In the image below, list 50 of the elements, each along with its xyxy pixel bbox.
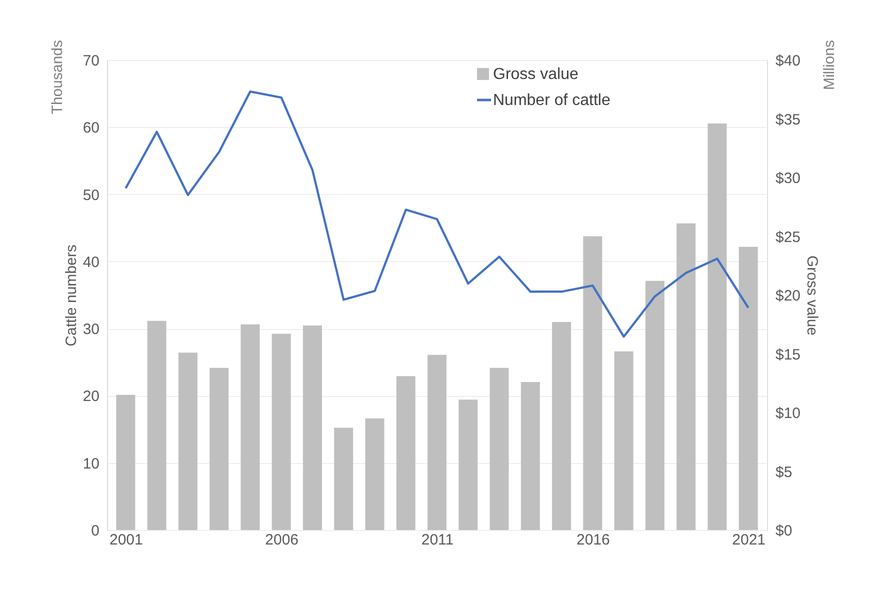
y2-tick-label: $0 [776, 522, 792, 540]
y-tick-label: 70 [82, 52, 100, 70]
y2-tick-label: $5 [776, 464, 792, 481]
y-tick-label: 40 [82, 254, 100, 271]
y-axis-title: Cattle numbers [62, 244, 80, 346]
y2-tick-label: $30 [776, 170, 801, 187]
bar [210, 368, 229, 530]
bar [614, 351, 634, 530]
bar [708, 123, 727, 530]
y-tick-label: 20 [82, 388, 100, 406]
x-tick-label: 2011 [421, 532, 454, 548]
y-tick-label: 10 [82, 455, 100, 472]
line-series [124, 90, 750, 338]
y-tick-label: 60 [82, 120, 100, 137]
y-tick-label: 50 [82, 186, 100, 204]
bar [676, 223, 696, 530]
bar [583, 236, 602, 530]
bar [116, 394, 136, 530]
bar [645, 280, 664, 530]
y-tick-label: 0 [91, 522, 100, 540]
x-tick-label: 2001 [109, 532, 143, 548]
legend-label: Number of cattle [493, 92, 610, 109]
bar [520, 382, 540, 530]
bar [396, 376, 416, 530]
y2-tick-label: $20 [776, 288, 801, 304]
x-tick-label: 2016 [576, 532, 610, 548]
bar [738, 246, 758, 530]
bar [240, 324, 260, 530]
y2-tick-label: $10 [776, 405, 801, 422]
bar [178, 352, 198, 530]
y2-tick-label: $35 [776, 111, 801, 128]
bar [147, 320, 166, 530]
bar [458, 400, 478, 530]
x-tick-label: 2021 [732, 532, 766, 548]
bar [365, 418, 384, 530]
text: Thousands [49, 40, 66, 114]
bar [490, 368, 509, 530]
y-tick-label: 30 [82, 321, 100, 338]
y2-tick-label: $25 [776, 228, 801, 246]
bar [302, 326, 322, 530]
y2-axis-title: Gross value [804, 255, 821, 336]
bar [552, 322, 572, 530]
bar [428, 354, 446, 530]
y2-tick-label: $15 [776, 346, 801, 364]
text: Millions [821, 40, 838, 90]
legend-label: Gross value [493, 66, 578, 83]
bar [334, 428, 354, 530]
x-tick-label: 2006 [265, 532, 299, 548]
y2-tick-label: $40 [776, 52, 801, 70]
bar [272, 334, 291, 530]
